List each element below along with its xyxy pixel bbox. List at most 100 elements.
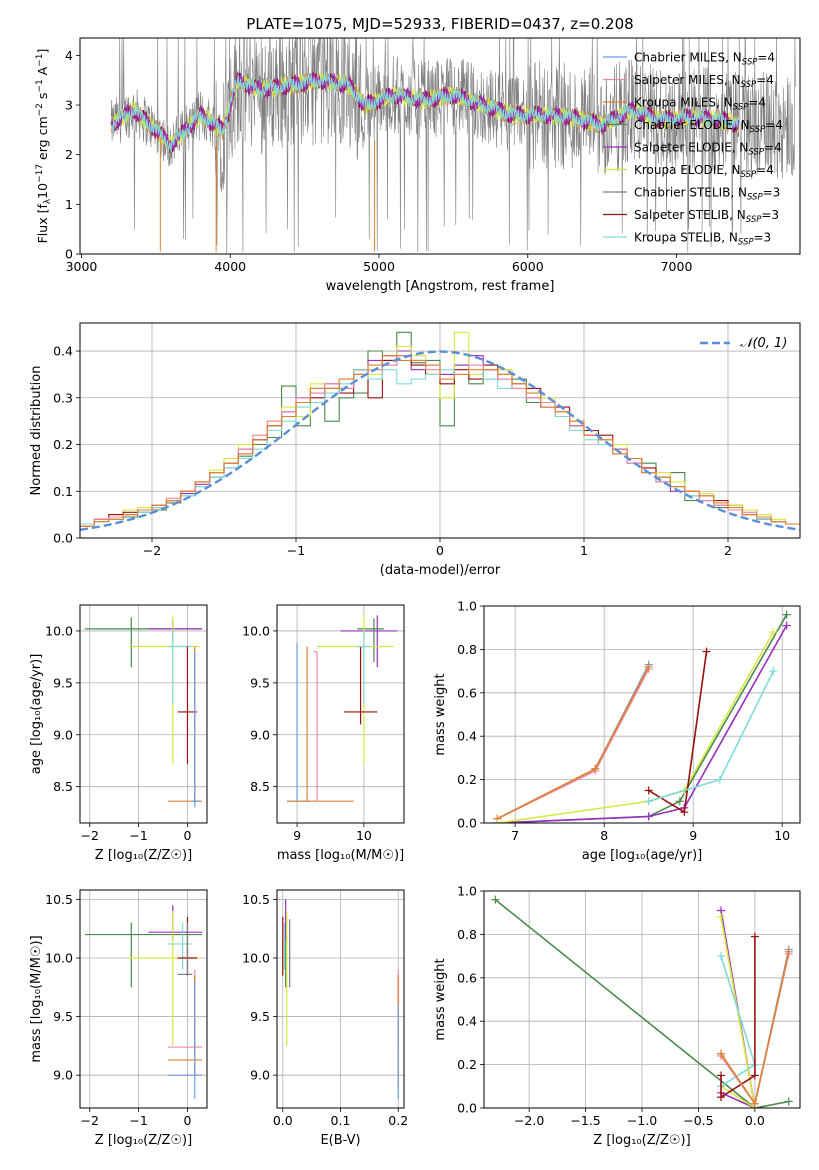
plot-area [491, 895, 793, 1108]
x-tick-label: 0 [436, 543, 444, 558]
x-tick-label: 0 [183, 828, 191, 843]
histogram-kroupa_miles [80, 355, 800, 527]
x-tick-label: −1.0 [627, 1113, 657, 1128]
y-tick-label: 0.6 [457, 970, 477, 985]
x-axis-label: mass [log₁₀(M/M☉)] [277, 848, 404, 863]
y-axis-label: mass weight [433, 958, 448, 1040]
y-tick-label: 0.3 [53, 390, 73, 405]
series-line-kroupa_miles [497, 666, 650, 820]
y-axis-label: mass [log₁₀(M/M☉)] [29, 935, 44, 1062]
series-line-chabrier_elodie [497, 614, 788, 823]
x-tick-label: −1 [287, 543, 305, 558]
legend-label: Chabrier STELIB, NSSP=3 [634, 186, 780, 203]
legend-label: 𝒩(0, 1) [740, 336, 787, 351]
chart-age_vs_mass: 9 10 8.5 9.0 9.5 10.0 mass [log₁₀(M/M☉)] [242, 604, 405, 863]
gaussian-curve [80, 350, 800, 531]
x-axis-label: age [log₁₀(age/yr)] [582, 848, 703, 863]
y-tick-label: 9.5 [53, 675, 73, 690]
x-axis-label: Z [log₁₀(Z/Z☉)] [95, 1133, 192, 1148]
x-tick-label: 6000 [512, 259, 544, 274]
y-tick-label: 0.6 [457, 685, 477, 700]
y-tick-label: 10.5 [242, 892, 270, 907]
series-line-kroupa_elodie [720, 916, 756, 1108]
x-tick-label: 2 [724, 543, 732, 558]
y-tick-label: 0 [65, 247, 73, 262]
plot-area [287, 615, 398, 802]
series-line-salpeter_stelib [720, 936, 756, 1099]
y-tick-label: 0.0 [457, 816, 477, 831]
y-tick-label: 9.5 [250, 675, 270, 690]
observed-spectrum-line [110, 38, 796, 254]
plot-frame [79, 889, 208, 1109]
x-tick-label: 5000 [363, 259, 395, 274]
x-tick-label: 0.0 [273, 1113, 293, 1128]
y-tick-label: 9.5 [250, 1009, 270, 1024]
legend-label: Chabrier ELODIE, NSSP=4 [634, 118, 783, 135]
x-tick-label: −2 [81, 1113, 99, 1128]
x-axis-label: (data-model)/error [380, 563, 501, 578]
y-tick-label: 0.4 [457, 729, 477, 744]
x-tick-label: 0.1 [331, 1113, 351, 1128]
x-tick-label: 9 [689, 828, 697, 843]
chart-mass_vs_Z: −2 −1 0 9.0 9.5 10.0 10.5 Z [log₁₀(Z/Z☉)] mass [… [29, 889, 208, 1148]
plot-frame [79, 604, 208, 824]
y-tick-label: 9.0 [53, 727, 73, 742]
y-tick-label: 10.5 [45, 892, 73, 907]
x-tick-label: −2 [143, 543, 161, 558]
series-line-salpeter_elodie [497, 625, 788, 823]
series-line-salpeter_stelib [648, 651, 708, 814]
y-tick-label: 0.2 [457, 1057, 477, 1072]
series-line-kroupa_elodie [497, 631, 774, 823]
figure-title: PLATE=1075, MJD=52933, FIBERID=0437, z=0… [246, 15, 633, 33]
y-tick-label: 2 [65, 147, 73, 162]
x-tick-label: −1 [129, 828, 147, 843]
plot-area [80, 331, 800, 531]
chart-mass_vs_ebv: 0.0 0.1 0.2 9.0 9.5 10.0 10.5 E(B-V) [242, 889, 408, 1148]
x-tick-label: 9 [293, 828, 301, 843]
x-tick-label: 8 [600, 828, 608, 843]
y-tick-label: 0.0 [457, 1101, 477, 1116]
y-tick-label: 0.4 [457, 1014, 477, 1029]
y-tick-label: 10.0 [45, 950, 73, 965]
chart-spectrum: 3000 4000 5000 6000 7000 0 1 2 3 4 wavelength [Ang… [35, 37, 801, 294]
x-tick-label: −1.5 [570, 1113, 600, 1128]
x-tick-label: −2 [81, 828, 99, 843]
x-tick-label: 10 [356, 828, 372, 843]
plot-area [84, 615, 203, 808]
y-tick-label: 0.0 [53, 531, 73, 546]
x-tick-label: 3000 [66, 259, 98, 274]
chart-mass_weight_vs_age: 7 8 9 10 0.0 0.2 0.4 0.6 0.8 1.0 age [log₁₀(age/yr… [433, 599, 801, 863]
legend-label: Kroupa ELODIE, NSSP=4 [634, 163, 774, 180]
x-tick-label: −2.0 [514, 1113, 544, 1128]
plot-frame [79, 37, 801, 255]
plot-frame [483, 605, 801, 824]
legend-label: Salpeter ELODIE, NSSP=4 [634, 141, 782, 158]
y-tick-label: 9.5 [53, 1009, 73, 1024]
x-tick-label: 10 [774, 828, 790, 843]
legend-label: Salpeter STELIB, NSSP=3 [634, 208, 779, 225]
x-tick-label: 0.2 [388, 1113, 408, 1128]
y-tick-label: 8.5 [53, 779, 73, 794]
y-tick-label: 10.0 [45, 623, 73, 638]
y-tick-label: 9.0 [250, 1068, 270, 1083]
y-tick-label: 10.0 [242, 623, 270, 638]
y-tick-label: 0.1 [53, 484, 73, 499]
legend-label: Kroupa STELIB, NSSP=3 [634, 231, 771, 248]
y-axis-label: Normed distribution [29, 366, 44, 496]
y-tick-label: 1 [65, 197, 73, 212]
y-tick-label: 0.8 [457, 927, 477, 942]
y-tick-label: 1.0 [457, 599, 477, 614]
x-axis-label: E(B-V) [320, 1133, 360, 1148]
model-spectrum-kroupa_stelib [110, 71, 740, 152]
x-tick-label: 4000 [214, 259, 246, 274]
plot-area [493, 610, 791, 823]
x-tick-label: 7 [511, 828, 519, 843]
y-tick-label: 9.0 [53, 1068, 73, 1083]
y-axis-label: Flux [fλ10−17 erg cm−2 s−1 A−1] [35, 49, 53, 244]
series-line-chabrier_elodie [494, 899, 789, 1108]
x-tick-label: −0.5 [683, 1113, 713, 1128]
x-axis-label: wavelength [Angstrom, rest frame] [326, 279, 555, 294]
x-tick-label: 7000 [661, 259, 693, 274]
